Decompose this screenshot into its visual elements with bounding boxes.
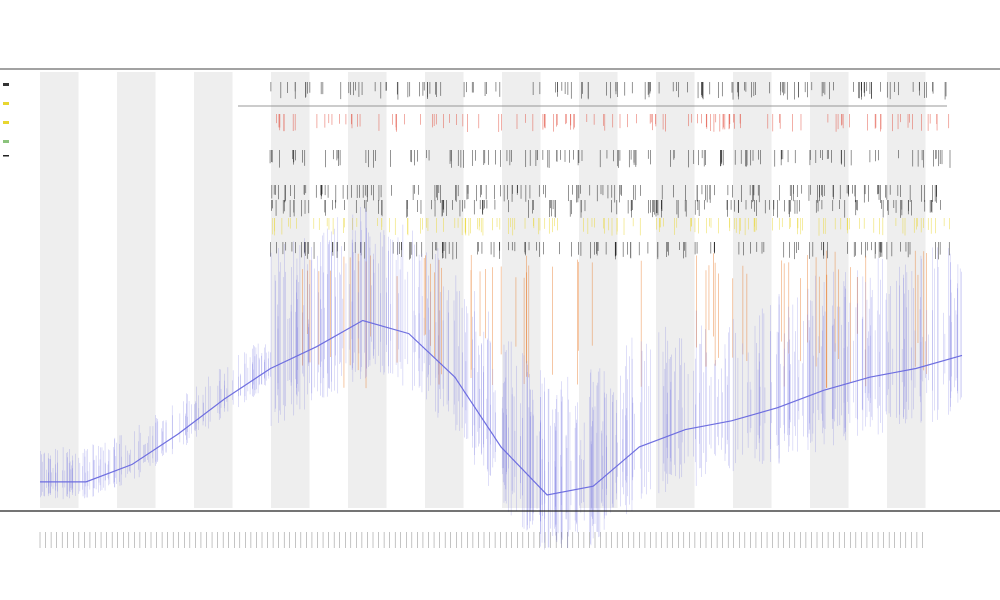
- legend-swatch: [3, 121, 9, 124]
- legend-swatch: [3, 102, 9, 105]
- background-band: [194, 72, 233, 508]
- background-band: [810, 72, 849, 508]
- background-band: [348, 72, 387, 508]
- background-band: [271, 72, 310, 508]
- alternating-bands: [40, 72, 926, 508]
- background-band: [887, 72, 926, 508]
- series-layer: [40, 206, 963, 550]
- legend: [3, 83, 9, 157]
- background-band: [656, 72, 695, 508]
- background-band: [40, 72, 79, 508]
- background-band: [733, 72, 772, 508]
- legend-swatch: [3, 140, 9, 143]
- background-band: [502, 72, 541, 508]
- series-line: [40, 319, 963, 496]
- legend-swatch: [3, 83, 9, 86]
- legend-swatch: [3, 155, 9, 157]
- background-band: [425, 72, 464, 508]
- event-tracks: [269, 82, 951, 389]
- x-tick-labels: [39, 532, 923, 548]
- background-band: [117, 72, 156, 508]
- background-band: [579, 72, 618, 508]
